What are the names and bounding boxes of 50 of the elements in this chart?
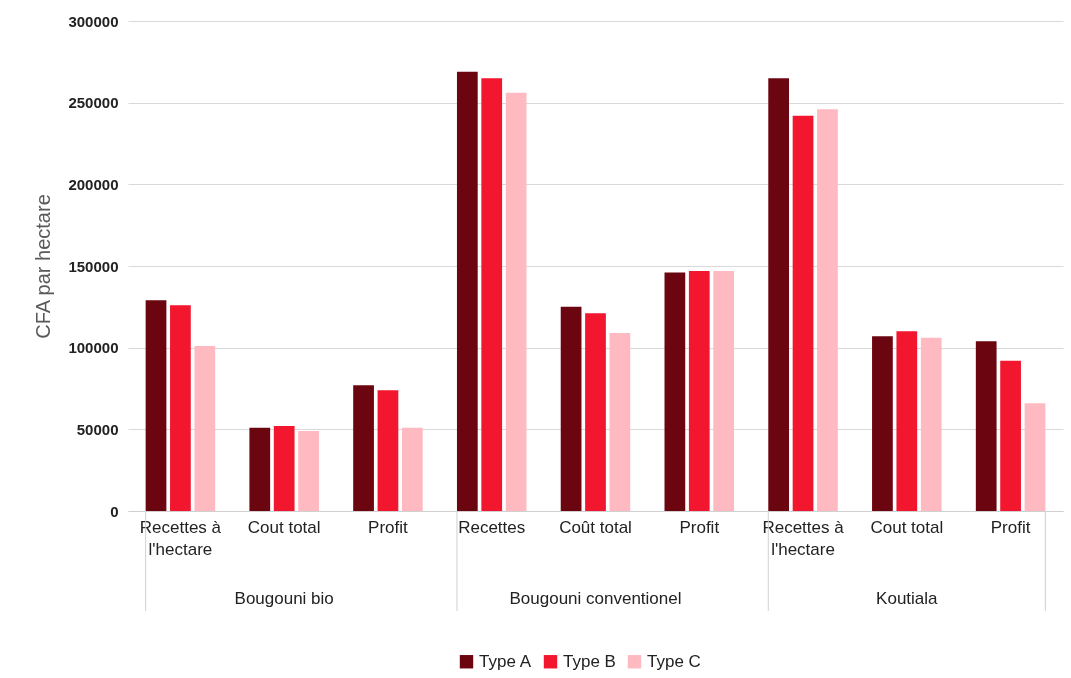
text: Bougouni conventionel [509, 589, 682, 608]
bar [353, 385, 374, 511]
x-tick-label: Recettes à l'hectare [139, 517, 222, 559]
bar [505, 92, 527, 511]
bar [768, 78, 790, 511]
bar [298, 430, 319, 511]
bar [713, 270, 735, 511]
y-tick-label: 50000 [76, 420, 119, 438]
bar [560, 306, 582, 511]
bar [896, 331, 918, 511]
bar [456, 71, 478, 511]
y-tick-label: 250000 [68, 94, 119, 112]
bar [792, 115, 814, 511]
bar [481, 78, 503, 511]
y-tick-label: 0 [110, 502, 119, 520]
x-tick-label: Profit [679, 517, 720, 537]
text: Bougouni bio [234, 589, 334, 608]
bar [194, 346, 216, 511]
x-tick-label: Cout total [247, 517, 321, 537]
bar [1024, 403, 1046, 511]
y-tick-label: 300000 [68, 12, 119, 30]
y-tick-label: 200000 [68, 175, 119, 193]
x-tick-label: Coût total [559, 517, 632, 537]
x-tick-label: Recettes à l'hectare [762, 517, 845, 559]
bar [975, 341, 997, 511]
bar [401, 427, 423, 511]
bar [688, 270, 710, 511]
bar [817, 109, 838, 511]
y-tick-label: 100000 [68, 339, 119, 357]
legend-label: Type A [479, 651, 532, 671]
bar [609, 332, 631, 511]
bar [872, 336, 893, 511]
bar [920, 337, 942, 511]
text: Koutiala [876, 589, 939, 608]
x-tick-label: Cout total [870, 517, 944, 537]
bar [377, 390, 399, 511]
bar [585, 313, 606, 511]
legend-label: Type B [563, 651, 616, 671]
bar [145, 300, 167, 511]
y-tick-label: 150000 [68, 257, 119, 275]
bar [1000, 360, 1021, 511]
bar [273, 426, 295, 511]
x-tick-label: Profit [990, 517, 1031, 537]
x-tick-label: Recettes [458, 517, 526, 537]
legend-label: Type C [647, 651, 701, 671]
bar [249, 427, 271, 511]
bar [664, 272, 686, 511]
y-axis-title: CFA par hectare [32, 194, 55, 339]
bar [170, 305, 191, 511]
x-tick-label: Profit [368, 517, 409, 537]
